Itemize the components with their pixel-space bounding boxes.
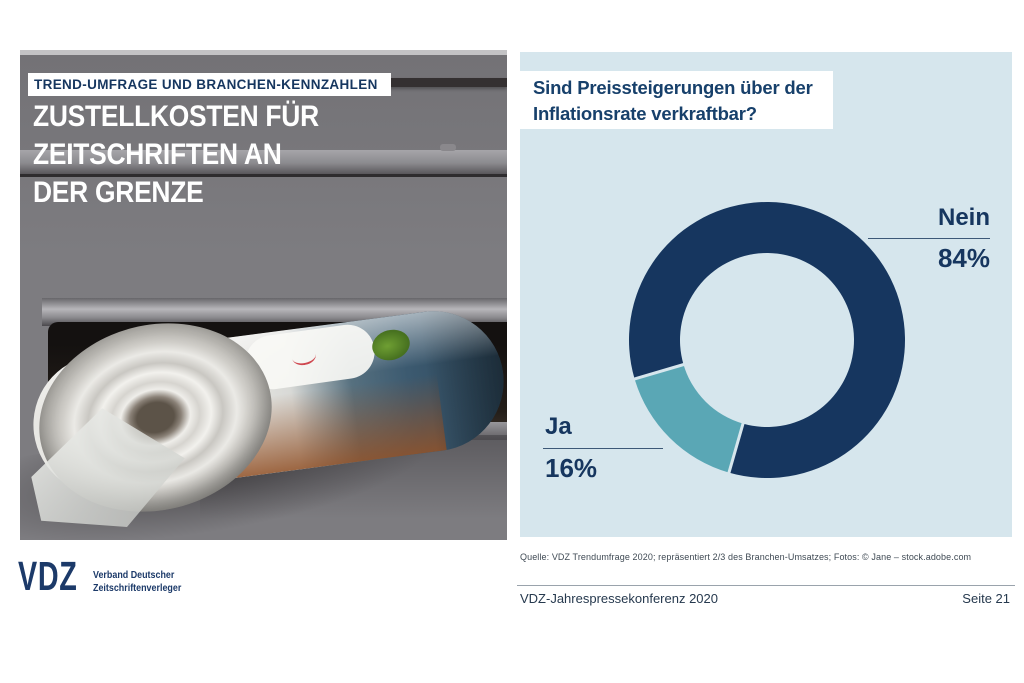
donut-separator xyxy=(632,362,686,381)
source-note: Quelle: VDZ Trendumfrage 2020; repräsent… xyxy=(520,552,972,562)
photo-magazine-in-letterbox: TREND-UMFRAGE UND BRANCHEN-KENNZAHLEN ZU… xyxy=(20,50,507,540)
letterbox-seam xyxy=(338,78,507,87)
callout-value-ja: 16% xyxy=(545,453,598,483)
donut-chart xyxy=(629,202,905,478)
vdz-logo-tagline: Verband Deutscher Zeitschriftenverleger xyxy=(93,569,182,594)
donut-separator xyxy=(726,421,746,475)
chart-panel: Sind Preissteigerungen über der Inflatio… xyxy=(520,52,1012,537)
callout-label-ja: Ja xyxy=(545,413,572,440)
callout-label-nein: Nein xyxy=(937,204,990,231)
footer-rule xyxy=(517,585,1015,586)
callout-value-nein: 84% xyxy=(937,243,990,273)
letterbox-panel-edge xyxy=(20,150,507,177)
letterbox-panel-notch xyxy=(440,144,456,151)
slide-title: ZUSTELLKOSTEN FÜR ZEITSCHRIFTEN AN DER G… xyxy=(33,100,319,209)
callout-leader-ja xyxy=(543,448,663,449)
vdz-logo: VDZ xyxy=(18,553,78,599)
kicker-banner: TREND-UMFRAGE UND BRANCHEN-KENNZAHLEN xyxy=(28,73,391,96)
footer-page-number: Seite 21 xyxy=(962,591,1010,606)
callout-leader-nein xyxy=(868,238,990,239)
donut-segment-nein xyxy=(629,202,905,478)
photo-top-edge xyxy=(20,50,507,55)
donut-segment-ja xyxy=(634,364,744,473)
footer-event-title: VDZ-Jahrespressekonferenz 2020 xyxy=(520,591,718,606)
chart-question: Sind Preissteigerungen über der Inflatio… xyxy=(520,71,833,129)
